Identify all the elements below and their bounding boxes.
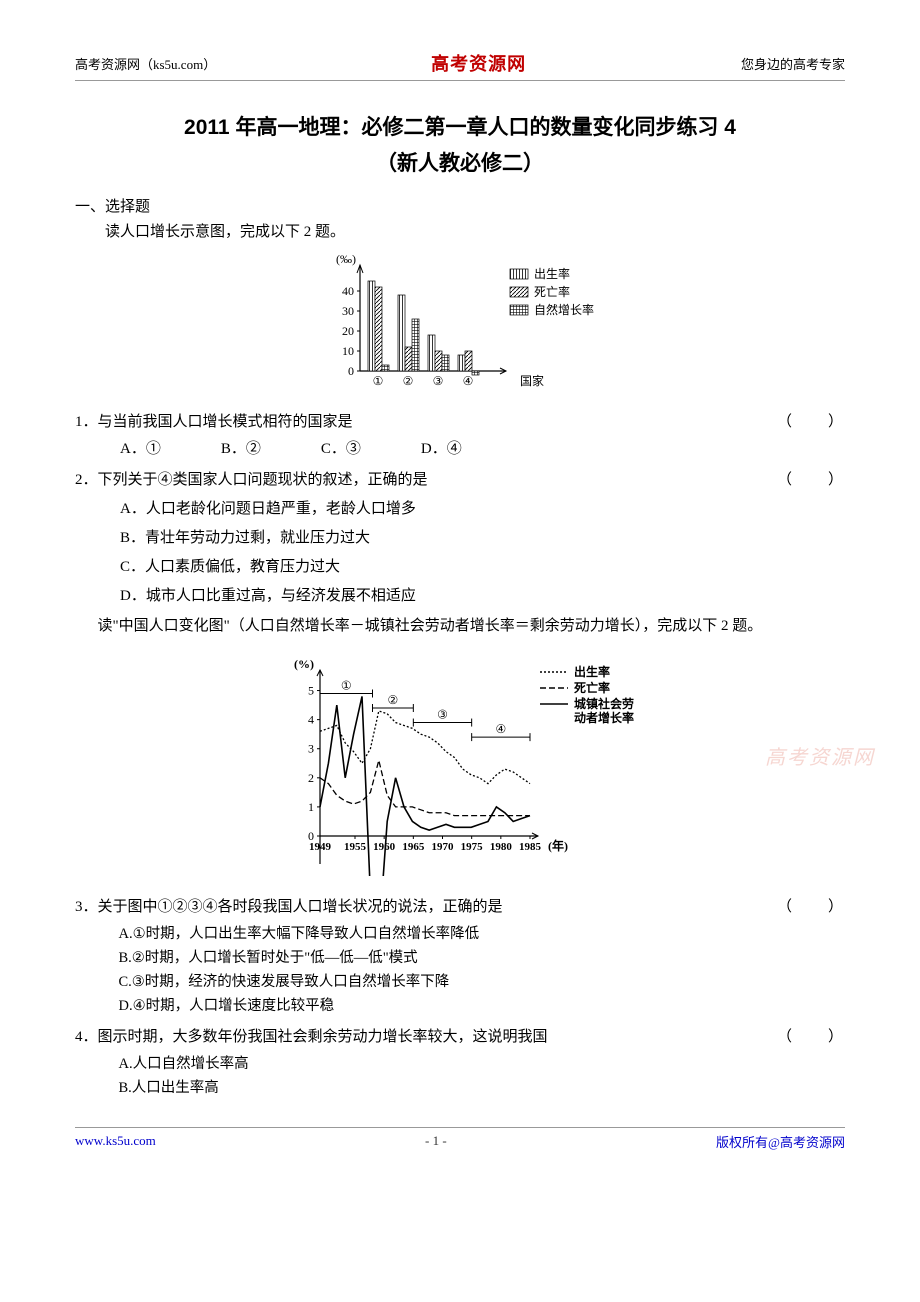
svg-text:(年): (年): [548, 838, 568, 853]
svg-text:1955: 1955: [344, 841, 367, 853]
svg-text:④: ④: [463, 374, 474, 388]
svg-text:(%): (%): [294, 657, 314, 671]
q1-opt-d: D．④: [421, 437, 462, 458]
q1-text: 1．与当前我国人口增长模式相符的国家是: [75, 410, 353, 431]
svg-text:①: ①: [373, 374, 384, 388]
population-bar-chart: 0 10 20 30 40 (‰) ① ② ③ ④ 国家 出生率死亡率自然增长率: [320, 251, 600, 395]
chart1-container: 0 10 20 30 40 (‰) ① ② ③ ④ 国家 出生率死亡率自然增长率: [75, 251, 845, 396]
q3-paren: （ ）: [777, 895, 845, 916]
watermark-text: 高考资源网: [765, 741, 875, 770]
svg-text:1975: 1975: [461, 841, 484, 853]
svg-text:③: ③: [437, 707, 448, 721]
svg-text:1: 1: [308, 799, 314, 813]
svg-text:1985: 1985: [519, 841, 542, 853]
svg-text:3: 3: [308, 741, 314, 755]
q2-opt-c: C．人口素质偏低，教育压力过大: [120, 555, 845, 576]
q4-text: 4．图示时期，大多数年份我国社会剩余劳动力增长率较大，这说明我国: [75, 1025, 548, 1046]
question-1: 1．与当前我国人口增长模式相符的国家是 （ ）: [75, 410, 845, 431]
svg-text:1980: 1980: [490, 841, 513, 853]
intro-text-2: 读"中国人口变化图"（人口自然增长率－城镇社会劳动者增长率＝剩余劳动力增长），完…: [98, 615, 846, 638]
q3-opt-a: A.①时期，人口出生率大幅下降导致人口自然增长率降低: [119, 922, 846, 943]
svg-text:1965: 1965: [402, 841, 425, 853]
svg-text:动者增长率: 动者增长率: [574, 710, 634, 725]
q1-opt-c: C．③: [321, 437, 361, 458]
footer-left: www.ks5u.com: [75, 1133, 156, 1149]
page-title: 2011 年高一地理：必修二第一章人口的数量变化同步练习 4: [75, 111, 845, 141]
chart2-container: 012345(%)1949195519601965197019751980198…: [75, 646, 845, 881]
page-subtitle: （新人教必修二）: [75, 147, 845, 177]
svg-text:40: 40: [342, 284, 354, 298]
section-heading: 一、选择题: [75, 195, 845, 216]
footer-right: 版权所有@高考资源网: [716, 1132, 845, 1151]
q1-options: A．① B．② C．③ D．④: [120, 437, 845, 458]
question-4: 4．图示时期，大多数年份我国社会剩余劳动力增长率较大，这说明我国 （ ）: [75, 1025, 845, 1046]
q1-paren: （ ）: [777, 410, 845, 431]
q4-paren: （ ）: [777, 1025, 845, 1046]
page-header: 高考资源网（ks5u.com） 高考资源网 您身边的高考专家: [75, 50, 845, 81]
svg-text:城镇社会劳: 城镇社会劳: [574, 696, 634, 711]
china-population-line-chart: 012345(%)1949195519601965197019751980198…: [280, 646, 640, 880]
svg-text:③: ③: [433, 374, 444, 388]
q2-opt-b: B．青壮年劳动力过剩，就业压力过大: [120, 526, 845, 547]
q1-opt-b: B．②: [221, 437, 261, 458]
svg-text:死亡率: 死亡率: [534, 284, 570, 299]
svg-text:10: 10: [342, 344, 354, 358]
header-right: 您身边的高考专家: [741, 54, 845, 73]
svg-text:②: ②: [403, 374, 414, 388]
svg-text:①: ①: [341, 678, 352, 692]
q2-opt-a: A．人口老龄化问题日趋严重，老龄人口增多: [120, 497, 845, 518]
svg-text:1949: 1949: [309, 841, 332, 853]
q2-text: 2．下列关于④类国家人口问题现状的叙述，正确的是: [75, 468, 428, 489]
header-left: 高考资源网（ks5u.com）: [75, 54, 216, 73]
svg-text:自然增长率: 自然增长率: [534, 302, 594, 317]
svg-text:5: 5: [308, 683, 314, 697]
svg-text:30: 30: [342, 304, 354, 318]
svg-text:(‰): (‰): [336, 252, 356, 266]
svg-text:出生率: 出生率: [534, 266, 570, 281]
q2-paren: （ ）: [777, 468, 845, 489]
svg-text:20: 20: [342, 324, 354, 338]
svg-text:2: 2: [308, 770, 314, 784]
q4-opt-b: B.人口出生率高: [119, 1076, 846, 1097]
question-3: 3．关于图中①②③④各时段我国人口增长状况的说法，正确的是 （ ）: [75, 895, 845, 916]
question-2: 2．下列关于④类国家人口问题现状的叙述，正确的是 （ ）: [75, 468, 845, 489]
q3-opt-c: C.③时期，经济的快速发展导致人口自然增长率下降: [119, 970, 846, 991]
svg-text:②: ②: [388, 693, 399, 707]
q2-opt-d: D．城市人口比重过高，与经济发展不相适应: [120, 584, 845, 605]
svg-text:出生率: 出生率: [574, 664, 610, 679]
intro-text-1: 读人口增长示意图，完成以下 2 题。: [75, 220, 845, 241]
svg-text:4: 4: [308, 712, 314, 726]
svg-text:0: 0: [348, 364, 354, 378]
svg-text:国家: 国家: [520, 373, 544, 388]
svg-text:1970: 1970: [432, 841, 455, 853]
q4-opt-a: A.人口自然增长率高: [119, 1052, 846, 1073]
q3-opt-d: D.④时期，人口增长速度比较平稳: [119, 994, 846, 1015]
q1-opt-a: A．①: [120, 437, 161, 458]
header-center: 高考资源网: [431, 50, 526, 76]
svg-text:死亡率: 死亡率: [574, 680, 610, 695]
svg-text:④: ④: [495, 722, 506, 736]
page-footer: www.ks5u.com - 1 - 版权所有@高考资源网: [75, 1127, 845, 1151]
q3-text: 3．关于图中①②③④各时段我国人口增长状况的说法，正确的是: [75, 895, 503, 916]
q3-opt-b: B.②时期，人口增长暂时处于"低—低—低"模式: [119, 946, 846, 967]
footer-center: - 1 -: [425, 1133, 447, 1149]
